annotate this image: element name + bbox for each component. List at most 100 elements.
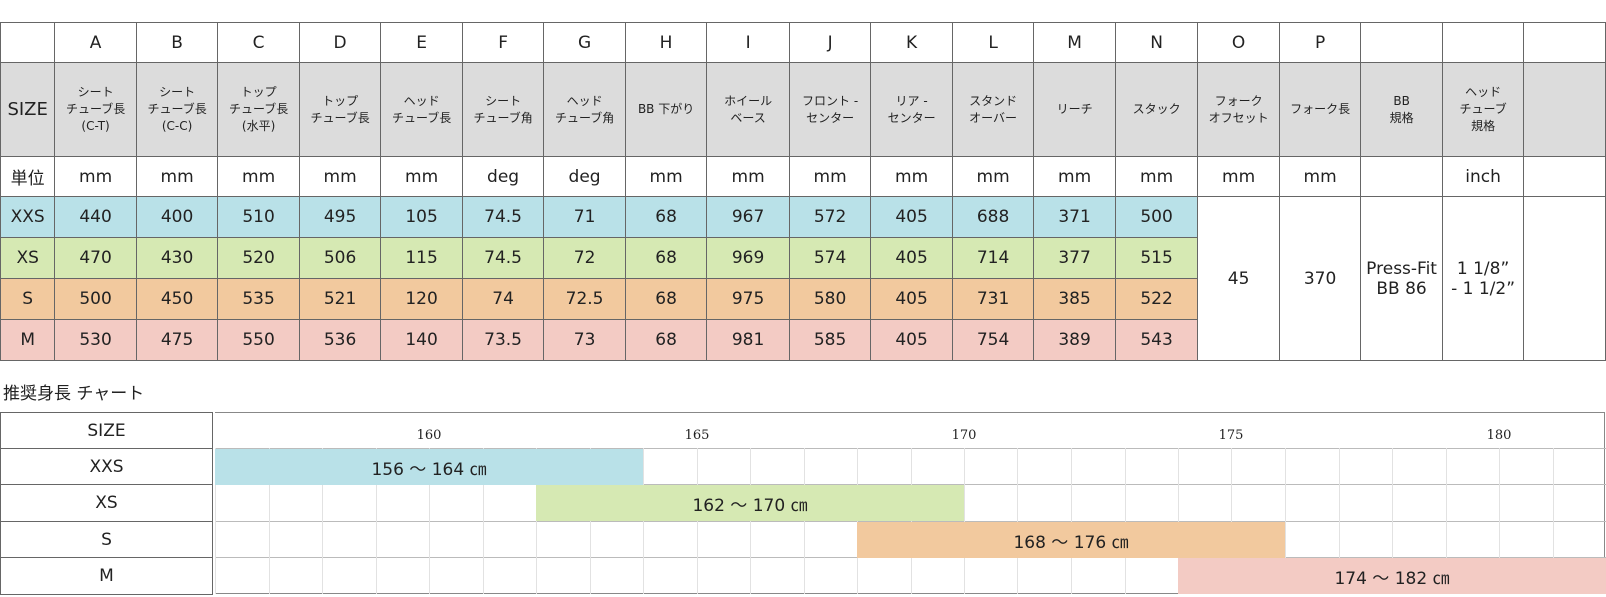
value-cell: 521 [298,278,382,320]
header-head-tube-standard: ヘッド チューブ 規格 [1441,62,1525,157]
chart-tick-label: 165 [684,428,710,443]
header-standover: スタンド オーバー [951,62,1035,157]
chart-gridline [1125,448,1126,594]
value-cell: 688 [951,196,1035,238]
chart-gridline [1017,448,1018,594]
value-cell: 115 [380,237,463,279]
value-cell: 969 [706,237,790,279]
value-cell: 580 [788,278,872,320]
value-cell: 405 [870,278,953,320]
value-cell: 120 [380,278,463,320]
header-bb-standard: BB 規格 [1360,62,1443,157]
value-cell: 371 [1033,196,1116,238]
column-letter: K [870,22,953,63]
unit-cell: mm [54,156,137,197]
value-cell: 975 [706,278,790,320]
chart-gridline [964,448,965,594]
height-range-bar-m: 174 〜 182 ㎝ [1178,558,1606,594]
chart-size-label: XS [0,485,213,522]
value-cell: 475 [135,319,219,361]
unit-cell [1360,156,1443,197]
value-cell: 68 [624,319,708,361]
column-letter [1523,22,1606,63]
value-cell: 105 [380,196,463,238]
unit-cell: mm [298,156,382,197]
column-letter: J [788,22,872,63]
value-cell: 536 [298,319,382,361]
column-letter-row: A B C D E F G H I J K L M N O P [0,22,1606,63]
chart-gridline [804,448,805,594]
chart-tick-label: 180 [1486,428,1512,443]
value-cell: 731 [951,278,1035,320]
column-letter: M [1033,22,1116,63]
chart-gridline [429,448,430,594]
unit-cell: mm [217,156,300,197]
chart-gridline [483,448,484,594]
unit-cell: mm [1197,156,1280,197]
head-tube-standard-value: 1 1/8” - 1 1/2” [1441,196,1525,361]
header-top-tube: トップ チューブ長 [298,62,382,157]
value-cell: 71 [543,196,626,238]
row-divider [215,521,1606,522]
value-cell: 68 [624,278,708,320]
value-cell: 385 [1033,278,1116,320]
value-cell: 405 [870,196,953,238]
value-cell: 506 [298,237,382,279]
header-top-tube-horizontal: トップ チューブ長 (水平) [217,62,300,157]
header-head-tube: ヘッド チューブ長 [380,62,463,157]
value-cell: 74.5 [461,237,545,279]
geometry-table: A B C D E F G H I J K L M N O P SIZE シート… [0,22,1606,361]
chart-gridline [1285,448,1286,594]
header-seat-tube-ct: シート チューブ長 (C-T) [54,62,137,157]
value-cell: 543 [1114,319,1199,361]
size-row-xs: XS 470 430 520 506 115 74.5 72 68 969 57… [0,237,1606,279]
value-cell: 73.5 [461,319,545,361]
unit-cell: deg [461,156,545,197]
unit-cell: mm [1033,156,1116,197]
value-cell: 510 [217,196,300,238]
value-cell: 572 [788,196,872,238]
chart-gridline [1178,448,1179,594]
chart-size-label: M [0,558,213,595]
unit-cell: mm [1278,156,1362,197]
value-cell: 530 [54,319,137,361]
value-cell: 72 [543,237,626,279]
row-divider [215,448,1606,449]
value-cell: 68 [624,237,708,279]
chart-gridline [322,448,323,594]
value-cell: 377 [1033,237,1116,279]
column-letter: D [298,22,382,63]
empty-cell [1523,196,1606,361]
header-fork-length: フォーク長 [1278,62,1362,157]
value-cell: 967 [706,196,790,238]
size-label: S [0,278,56,320]
value-cell: 495 [298,196,382,238]
unit-cell: mm [380,156,463,197]
column-letter: C [217,22,300,63]
chart-gridline [376,448,377,594]
size-row-xxs: XXS 440 400 510 495 105 74.5 71 68 967 5… [0,196,1606,361]
unit-cell [1523,156,1606,197]
chart-gridline [697,448,698,594]
plot-frame [215,412,1605,594]
unit-cell: mm [1114,156,1199,197]
value-cell: 440 [54,196,137,238]
header-front-center: フロント - センター [788,62,872,157]
value-cell: 450 [135,278,219,320]
unit-row: 単位 mm mm mm mm mm deg deg mm mm mm mm mm… [0,156,1606,197]
chart-plot-area: 160 165 170 175 180 156 〜 164 ㎝ 162 〜 170 ㎝ 168… [215,412,1606,595]
column-letter: P [1278,22,1362,63]
value-cell: 515 [1114,237,1199,279]
value-cell: 714 [951,237,1035,279]
chart-size-column: SIZE XXS XS S M [0,412,214,595]
chart-gridline [1446,448,1447,594]
bb-standard-value: Press-Fit BB 86 [1360,196,1443,361]
chart-gridline [1499,448,1500,594]
header-seat-tube-cc: シート チューブ長 (C-C) [135,62,219,157]
size-header: SIZE [0,62,56,157]
chart-gridline [1339,448,1340,594]
chart-size-label: S [0,522,213,558]
value-cell: 550 [217,319,300,361]
unit-cell: mm [706,156,790,197]
chart-tick-label: 160 [416,428,442,443]
